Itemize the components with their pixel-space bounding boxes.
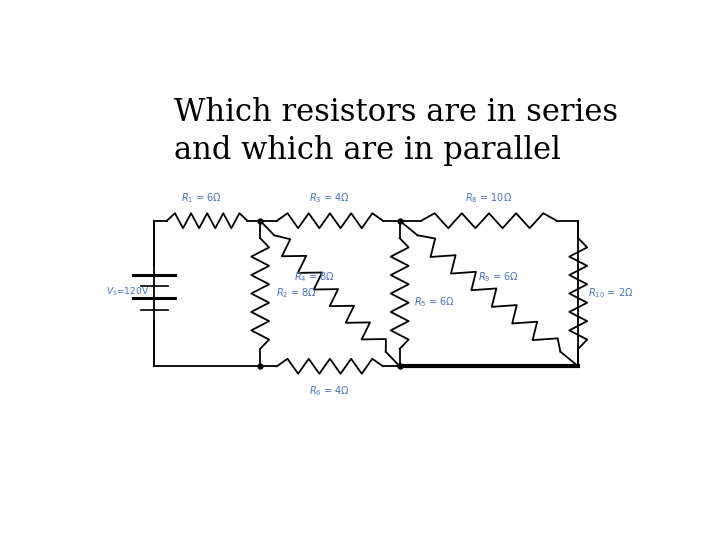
Text: $R_{10}$ = 2$\Omega$: $R_{10}$ = 2$\Omega$ [588, 287, 634, 300]
Text: $V_S$=120V: $V_S$=120V [106, 285, 149, 298]
Text: $R_2$ = 8$\Omega$: $R_2$ = 8$\Omega$ [276, 287, 317, 300]
Text: $R_5$ = 6$\Omega$: $R_5$ = 6$\Omega$ [414, 295, 454, 309]
Text: $R_1$ = 6$\Omega$: $R_1$ = 6$\Omega$ [181, 191, 222, 205]
Text: $R_6$ = 4$\Omega$: $R_6$ = 4$\Omega$ [310, 384, 351, 397]
Text: and which are in parallel: and which are in parallel [174, 134, 561, 166]
Text: $R_8$ = 10$\Omega$: $R_8$ = 10$\Omega$ [465, 191, 513, 205]
Text: Which resistors are in series: Which resistors are in series [174, 97, 618, 128]
Text: $R_4$ = 8$\Omega$: $R_4$ = 8$\Omega$ [294, 270, 335, 284]
Text: $R_3$ = 4$\Omega$: $R_3$ = 4$\Omega$ [310, 191, 351, 205]
Text: $R_9$ = 6$\Omega$: $R_9$ = 6$\Omega$ [478, 270, 519, 284]
